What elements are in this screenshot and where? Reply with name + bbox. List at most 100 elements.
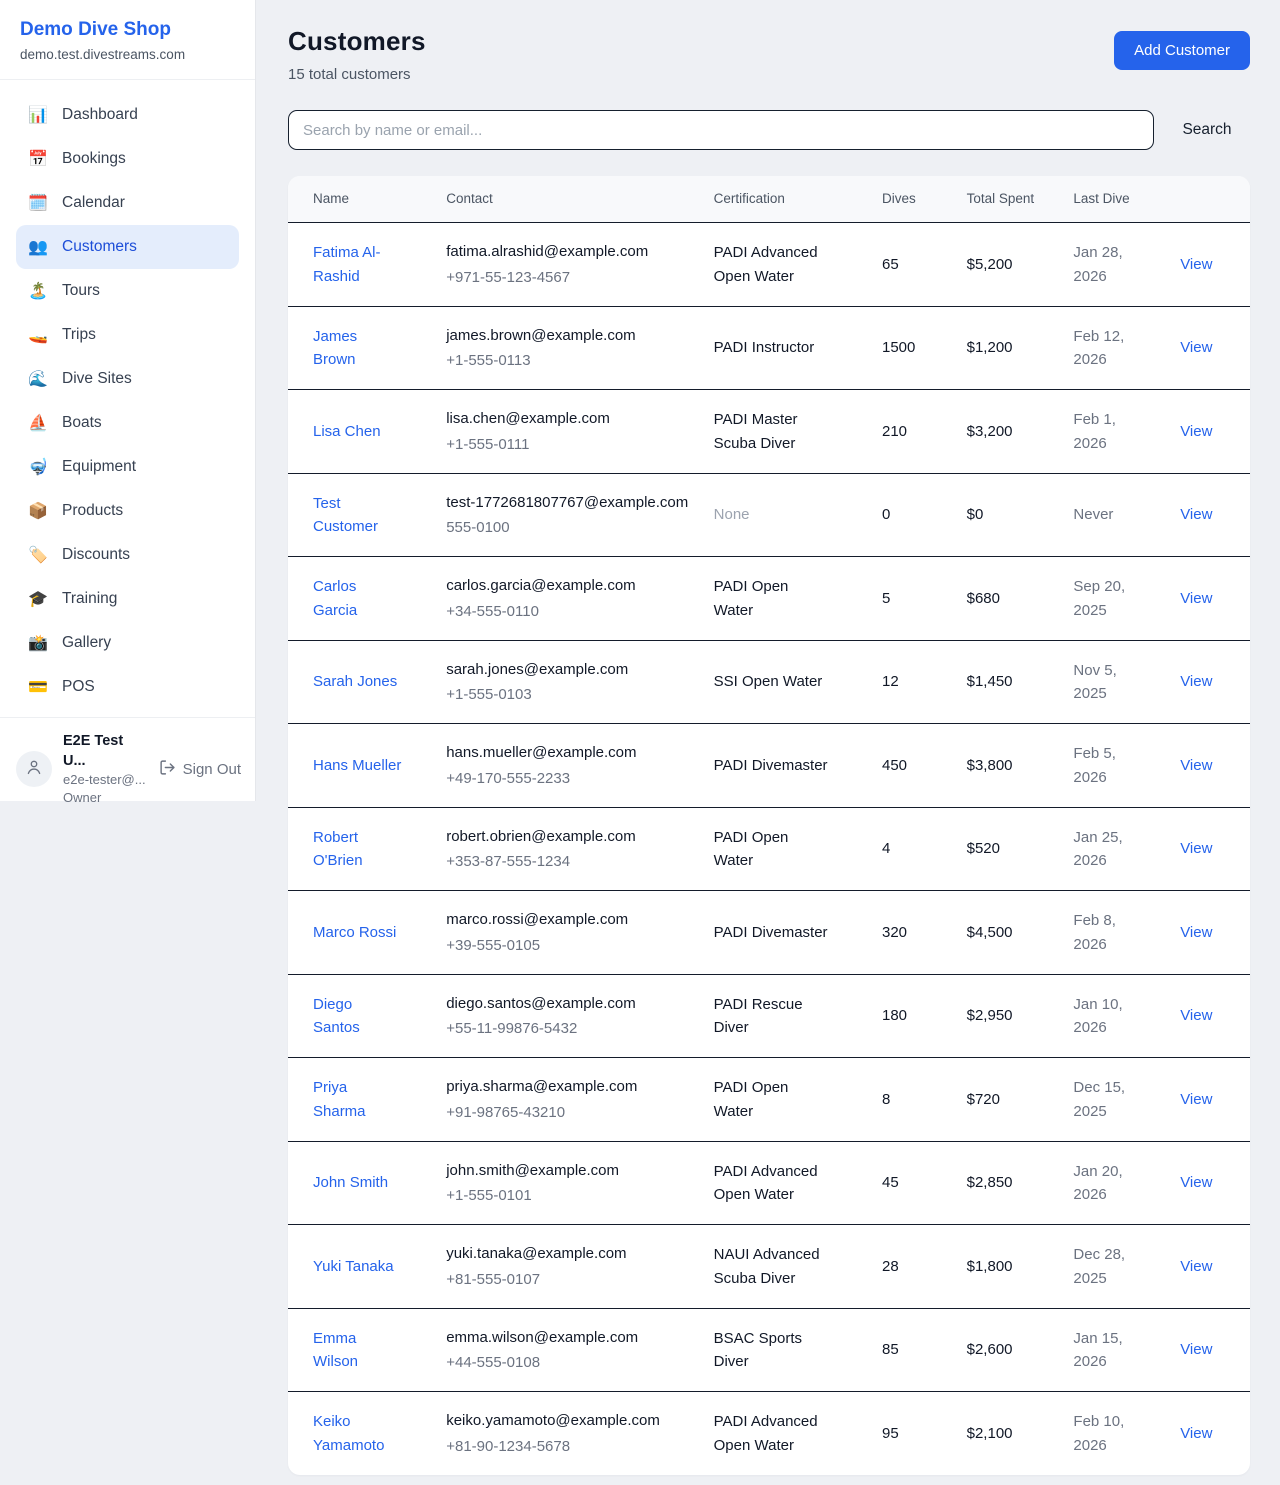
view-link[interactable]: View bbox=[1180, 589, 1213, 607]
customer-dives: 12 bbox=[881, 673, 899, 691]
customers-table-card: Name Contact Certification Dives Total S… bbox=[288, 176, 1250, 1475]
page-title: Customers bbox=[288, 26, 426, 56]
view-link[interactable]: View bbox=[1180, 506, 1213, 524]
add-customer-button[interactable]: Add Customer bbox=[1114, 31, 1250, 70]
page-header-text: Customers 15 total customers bbox=[288, 26, 426, 83]
view-link[interactable]: View bbox=[1180, 339, 1213, 357]
customer-name-link[interactable]: Keiko Yamamoto bbox=[313, 1413, 385, 1454]
view-link[interactable]: View bbox=[1180, 1341, 1213, 1359]
column-header-name: Name bbox=[288, 176, 435, 224]
view-link[interactable]: View bbox=[1180, 673, 1213, 691]
view-link[interactable]: View bbox=[1180, 1090, 1213, 1108]
table-row: John Smith john.smith@example.com +1-555… bbox=[288, 1141, 1250, 1226]
customer-name-link[interactable]: Hans Mueller bbox=[313, 756, 402, 774]
view-link[interactable]: View bbox=[1180, 1424, 1213, 1442]
customer-last-dive: Jan 28, 2026 bbox=[1073, 244, 1123, 285]
customer-email: james.brown@example.com bbox=[446, 326, 636, 344]
sidebar-item-label: Customers bbox=[62, 238, 137, 255]
customer-name-link[interactable]: Priya Sharma bbox=[313, 1079, 366, 1120]
view-link[interactable]: View bbox=[1180, 255, 1213, 273]
search-row: Search bbox=[288, 110, 1250, 150]
customer-phone: +39-555-0105 bbox=[446, 936, 541, 954]
customer-name-link[interactable]: Lisa Chen bbox=[313, 422, 381, 440]
view-link[interactable]: View bbox=[1180, 756, 1213, 774]
table-row: Carlos Garcia carlos.garcia@example.com … bbox=[288, 556, 1250, 641]
customer-email: keiko.yamamoto@example.com bbox=[446, 1412, 660, 1430]
customer-name-link[interactable]: Fatima Al-Rashid bbox=[313, 244, 381, 285]
customer-name-link[interactable]: Robert O'Brien bbox=[313, 828, 363, 869]
sidebar-item-equipment[interactable]: 🤿 Equipment bbox=[16, 445, 239, 489]
search-input[interactable] bbox=[288, 110, 1154, 150]
user-name: E2E Test U... bbox=[63, 733, 124, 769]
customer-name-link[interactable]: Test Customer bbox=[313, 494, 379, 535]
page-subtitle: 15 total customers bbox=[288, 66, 411, 83]
main-content: Customers 15 total customers Add Custome… bbox=[256, 0, 1280, 1475]
customer-total-spent: $520 bbox=[966, 840, 1000, 858]
customer-dives: 65 bbox=[881, 255, 899, 273]
customer-email: diego.santos@example.com bbox=[446, 994, 636, 1012]
customers-icon: 👥 bbox=[28, 239, 48, 256]
customer-name-link[interactable]: Marco Rossi bbox=[313, 923, 397, 941]
customer-name-link[interactable]: James Brown bbox=[313, 327, 358, 368]
trips-icon: 🚤 bbox=[28, 327, 48, 344]
customer-email: marco.rossi@example.com bbox=[446, 911, 629, 929]
sidebar-item-calendar[interactable]: 🗓️ Calendar bbox=[16, 181, 239, 225]
sidebar-item-trips[interactable]: 🚤 Trips bbox=[16, 313, 239, 357]
column-header-last-dive: Last Dive bbox=[1061, 176, 1169, 224]
customer-total-spent: $3,800 bbox=[966, 756, 1013, 774]
customer-name-link[interactable]: Emma Wilson bbox=[313, 1329, 359, 1370]
customer-dives: 320 bbox=[881, 923, 908, 941]
sidebar-item-dashboard[interactable]: 📊 Dashboard bbox=[16, 93, 239, 137]
table-row: Sarah Jones sarah.jones@example.com +1-5… bbox=[288, 640, 1250, 725]
table-row: Priya Sharma priya.sharma@example.com +9… bbox=[288, 1057, 1250, 1142]
sidebar-item-label: Gallery bbox=[62, 634, 112, 651]
sidebar-item-bookings[interactable]: 📅 Bookings bbox=[16, 137, 239, 181]
sign-out-icon bbox=[159, 759, 176, 780]
customer-phone: +44-555-0108 bbox=[446, 1354, 541, 1371]
customer-certification: PADI Open Water bbox=[713, 578, 789, 619]
view-link[interactable]: View bbox=[1180, 840, 1213, 858]
table-row: Yuki Tanaka yuki.tanaka@example.com +81-… bbox=[288, 1224, 1250, 1309]
sidebar-item-label: Boats bbox=[62, 414, 102, 431]
pos-icon: 💳 bbox=[28, 679, 48, 696]
sidebar-item-training[interactable]: 🎓 Training bbox=[16, 577, 239, 621]
column-header-dives: Dives bbox=[869, 176, 955, 224]
customer-dives: 450 bbox=[881, 756, 908, 774]
customer-certification: PADI Instructor bbox=[713, 339, 815, 357]
sign-out-label: Sign Out bbox=[182, 760, 241, 778]
column-header-certification: Certification bbox=[701, 176, 870, 224]
sidebar-item-dive-sites[interactable]: 🌊 Dive Sites bbox=[16, 357, 239, 401]
customer-total-spent: $4,500 bbox=[966, 923, 1013, 941]
table-row: Fatima Al-Rashid fatima.alrashid@example… bbox=[288, 222, 1250, 307]
customer-name-link[interactable]: Diego Santos bbox=[313, 995, 360, 1036]
view-link[interactable]: View bbox=[1180, 1007, 1213, 1025]
customer-last-dive: Nov 5, 2025 bbox=[1073, 661, 1117, 702]
customer-certification: BSAC Sports Diver bbox=[713, 1329, 803, 1370]
customer-name-link[interactable]: Carlos Garcia bbox=[313, 578, 358, 619]
view-link[interactable]: View bbox=[1180, 1174, 1213, 1192]
customer-name-link[interactable]: John Smith bbox=[313, 1174, 389, 1192]
customer-certification: PADI Divemaster bbox=[713, 923, 828, 941]
view-link[interactable]: View bbox=[1180, 1257, 1213, 1275]
customer-certification: PADI Open Water bbox=[713, 828, 789, 869]
search-button[interactable]: Search bbox=[1154, 121, 1250, 139]
sidebar-item-boats[interactable]: ⛵ Boats bbox=[16, 401, 239, 445]
customer-name-link[interactable]: Sarah Jones bbox=[313, 673, 398, 691]
view-link[interactable]: View bbox=[1180, 923, 1213, 941]
sidebar-item-tours[interactable]: 🏝️ Tours bbox=[16, 269, 239, 313]
sidebar-item-discounts[interactable]: 🏷️ Discounts bbox=[16, 533, 239, 577]
sidebar-item-products[interactable]: 📦 Products bbox=[16, 489, 239, 533]
sidebar-item-gallery[interactable]: 📸 Gallery bbox=[16, 621, 239, 665]
view-link[interactable]: View bbox=[1180, 422, 1213, 440]
sidebar-item-customers[interactable]: 👥 Customers bbox=[16, 225, 239, 269]
dive-sites-icon: 🌊 bbox=[28, 371, 48, 388]
customer-dives: 45 bbox=[881, 1174, 899, 1192]
sidebar-item-label: Calendar bbox=[62, 194, 125, 211]
sign-out-button[interactable]: Sign Out bbox=[159, 759, 241, 780]
customer-certification: SSI Open Water bbox=[713, 673, 823, 691]
customer-total-spent: $720 bbox=[966, 1090, 1000, 1108]
customer-name-link[interactable]: Yuki Tanaka bbox=[313, 1257, 394, 1275]
customer-email: carlos.garcia@example.com bbox=[446, 577, 636, 595]
sidebar-item-pos[interactable]: 💳 POS bbox=[16, 665, 239, 709]
